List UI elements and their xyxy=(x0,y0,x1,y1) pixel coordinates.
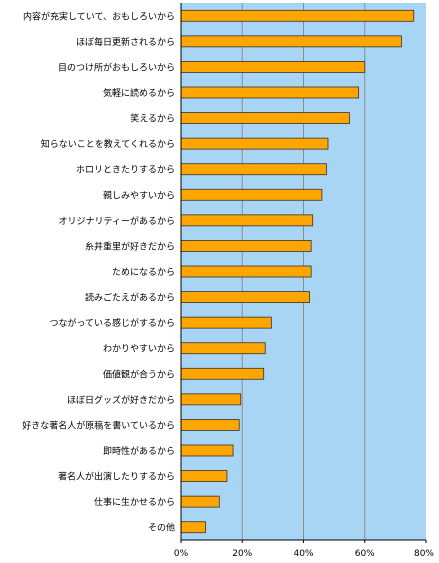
category-label: その他 xyxy=(148,522,175,534)
x-tick-label: 80% xyxy=(414,549,434,559)
bar xyxy=(180,240,312,252)
category-label: 読みごたえがあるから xyxy=(85,292,175,304)
x-tick-label: 20% xyxy=(232,549,252,559)
bar xyxy=(180,316,272,329)
category-label: 糸井重里が好きだから xyxy=(85,240,175,252)
bar xyxy=(180,393,242,406)
category-label: 価値観が合うから xyxy=(103,368,175,380)
bar xyxy=(180,342,266,355)
bar xyxy=(180,137,329,150)
bar xyxy=(180,9,415,22)
bars xyxy=(180,9,415,534)
category-label: 著名人が出演したりするから xyxy=(58,471,175,483)
bar xyxy=(180,61,366,73)
x-tick-label: 60% xyxy=(355,549,375,559)
x-tick-label: 40% xyxy=(293,549,313,559)
category-label: 気軽に読めるから xyxy=(103,87,175,99)
bar xyxy=(180,265,312,278)
bar xyxy=(180,86,360,99)
category-label: ほぼ毎日更新されるから xyxy=(76,36,175,48)
category-label: わかりやすいから xyxy=(103,344,175,355)
bar xyxy=(180,444,234,457)
category-label: 知らないことを教えてくれるから xyxy=(41,138,175,150)
x-tick-label: 0% xyxy=(174,549,189,559)
category-label: ほぼ日グッズが好きだから xyxy=(67,394,175,406)
category-label: つながっている感じがするから xyxy=(49,317,175,329)
bar xyxy=(180,163,327,176)
category-labels: 内容が充実していて、おもしろいからほぼ毎日更新されるから目のつけ所がおもしろいか… xyxy=(22,10,175,533)
bar xyxy=(180,214,314,227)
category-label: 即時性があるから xyxy=(103,445,175,457)
category-label: 目のつけ所がおもしろいから xyxy=(58,61,175,73)
bar xyxy=(180,470,228,482)
category-label: 好きな著名人が原稿を書いているから xyxy=(22,419,175,431)
bar xyxy=(180,521,206,534)
x-axis-ticks: 0% 20% 40% 60% 80% xyxy=(174,540,434,559)
category-label: 笑えるから xyxy=(130,113,175,125)
bar xyxy=(180,419,240,431)
bar xyxy=(180,188,323,201)
category-label: 仕事に生かせるから xyxy=(94,496,175,508)
category-label: ホロリときたりするから xyxy=(76,165,175,176)
bar xyxy=(180,35,402,48)
category-label: ためになるから xyxy=(112,267,175,278)
bar xyxy=(180,367,265,380)
bar xyxy=(180,495,220,508)
category-label: 親しみやすいから xyxy=(103,189,175,201)
category-label: 内容が充実していて、おもしろいから xyxy=(23,10,175,22)
bar xyxy=(180,291,311,303)
bar xyxy=(180,112,350,124)
category-label: オリジナリティーがあるから xyxy=(59,215,175,227)
